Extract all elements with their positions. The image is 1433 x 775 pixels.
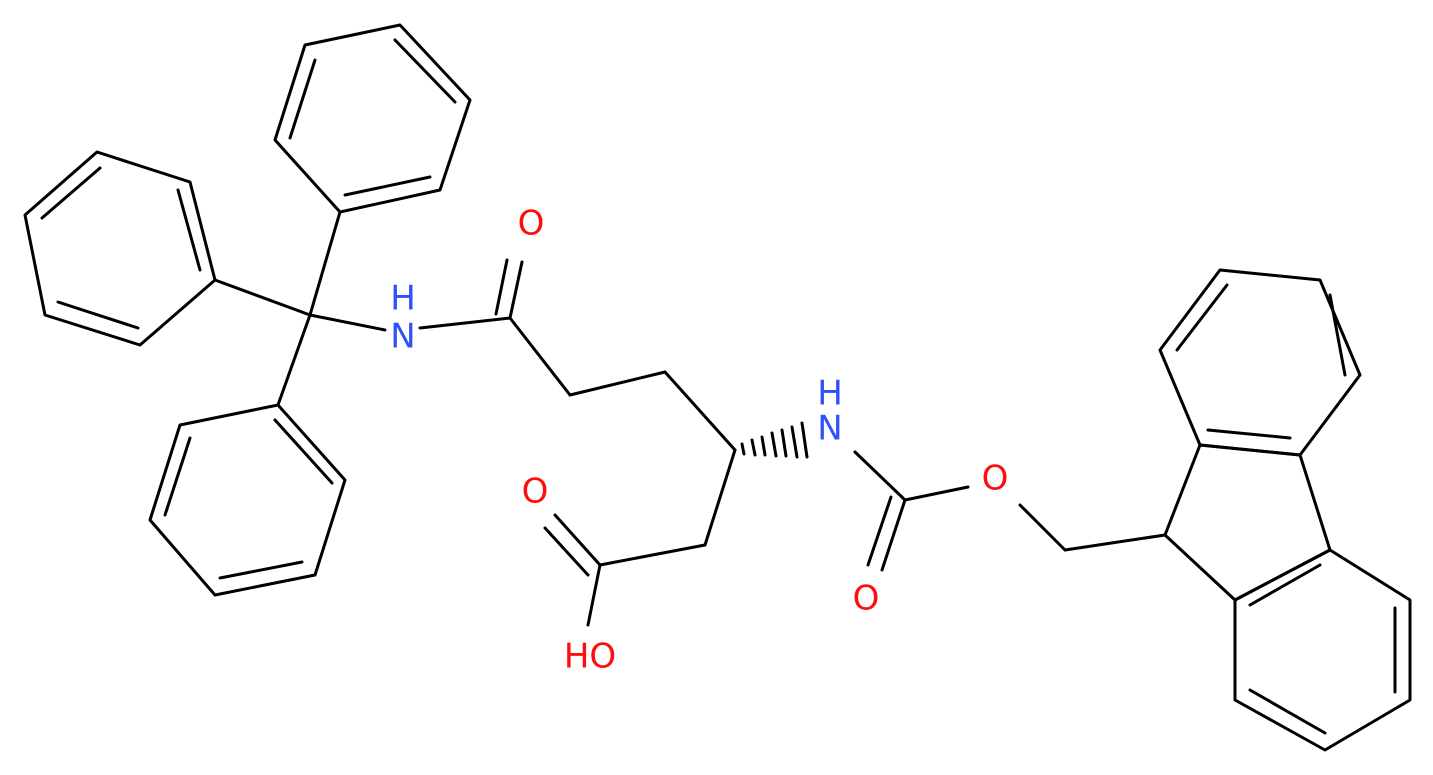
atom-label: O bbox=[522, 472, 549, 512]
atom-label: N bbox=[817, 409, 842, 449]
atom-label: N bbox=[390, 317, 415, 357]
atom-label: O bbox=[853, 579, 880, 619]
atom-label: O bbox=[518, 204, 545, 244]
atom-label: HO bbox=[564, 637, 616, 677]
bonds bbox=[23, 23, 1412, 752]
atom-label: H bbox=[390, 279, 416, 319]
atom-label: O bbox=[982, 459, 1009, 499]
atom-label: H bbox=[817, 374, 843, 414]
